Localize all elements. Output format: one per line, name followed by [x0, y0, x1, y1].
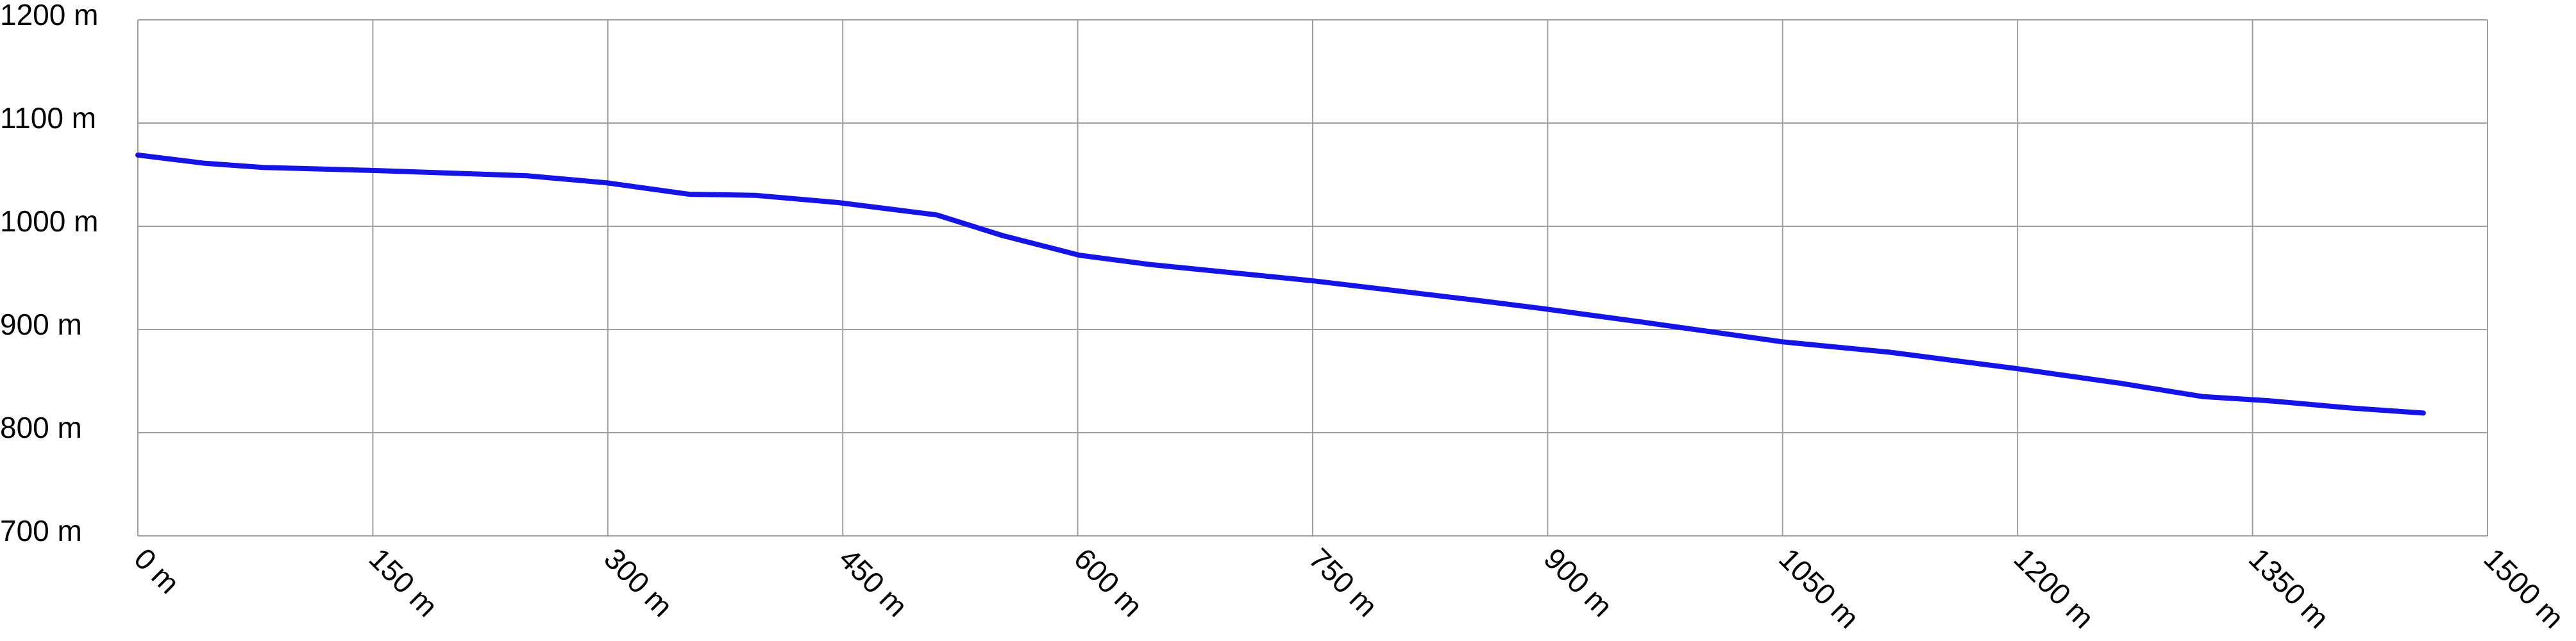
x-tick-label: 150 m — [363, 542, 444, 623]
x-tick-label: 1500 m — [2477, 542, 2570, 635]
x-tick-label: 1350 m — [2243, 542, 2336, 635]
y-tick-label: 1200 m — [0, 0, 98, 31]
x-tick-label: 450 m — [833, 542, 914, 623]
x-tick-label: 900 m — [1538, 542, 1619, 623]
y-tick-label: 1000 m — [0, 204, 98, 238]
x-tick-label: 300 m — [598, 542, 679, 623]
elevation-line — [135, 152, 2426, 416]
x-tick-label: 1200 m — [2008, 542, 2101, 635]
x-tick-label: 600 m — [1068, 542, 1149, 623]
x-tick-label: 750 m — [1302, 542, 1384, 623]
x-tick-label: 0 m — [128, 542, 186, 600]
y-tick-label: 700 m — [0, 514, 82, 547]
y-tick-label: 900 m — [0, 308, 82, 341]
y-tick-label: 1100 m — [0, 101, 96, 135]
x-tick-label: 1050 m — [1772, 542, 1865, 635]
y-tick-label: 800 m — [0, 411, 82, 444]
